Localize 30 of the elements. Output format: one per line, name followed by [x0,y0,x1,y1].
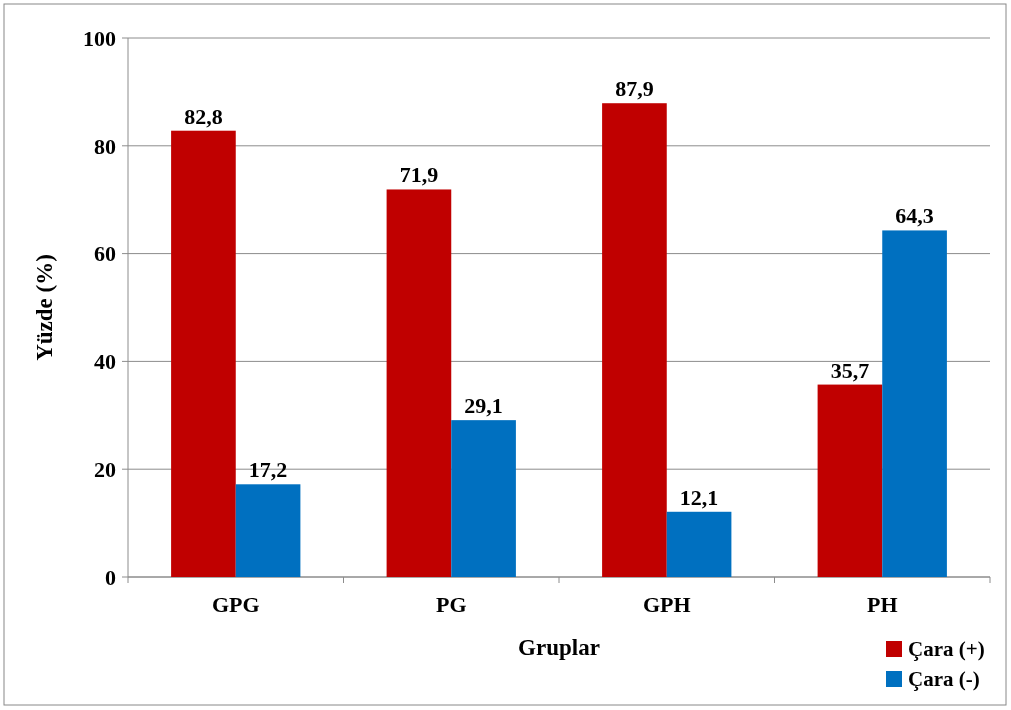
data-label: 29,1 [464,393,503,419]
data-label: 71,9 [399,162,439,188]
legend-label: Çara (+) [908,637,985,662]
bar [451,420,516,577]
bar [386,189,452,577]
legend-label: Çara (-) [908,667,980,692]
bar [171,130,236,577]
x-tick-label: PH [866,592,898,617]
y-tick-label: 100 [83,25,116,51]
bar [602,103,667,577]
y-axis-title: Yüzde (%) [32,254,57,361]
y-tick-label: 80 [94,133,116,159]
bar [882,230,947,577]
x-tick-label: GPG [211,592,260,617]
bar [666,511,732,577]
x-tick-label: PG [435,592,467,617]
y-tick-label: 40 [94,349,116,375]
y-tick-label: 20 [94,456,116,482]
x-axis-title: Gruplar [518,635,600,660]
bar [235,484,301,577]
x-tick-label: GPH [642,592,691,617]
data-label: 17,2 [248,457,288,483]
data-label: 87,9 [615,76,654,102]
y-tick-label: 60 [94,241,116,267]
bar [817,384,883,577]
data-label: 64,3 [895,203,934,229]
y-tick-label: 0 [105,564,116,590]
data-label: 12,1 [679,484,719,510]
data-label: 35,7 [830,357,870,383]
data-label: 82,8 [184,103,223,129]
